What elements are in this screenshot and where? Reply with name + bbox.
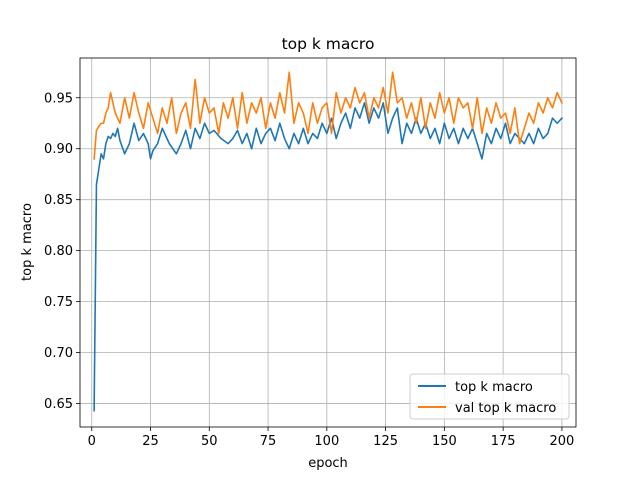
y-tick-label: 0.95: [44, 91, 73, 106]
y-tick-label: 0.75: [44, 295, 73, 310]
legend-label-train: top k macro: [455, 380, 533, 395]
legend: top k macro val top k macro: [409, 373, 570, 420]
x-tick-label: 175: [491, 434, 516, 449]
series-line-train: [93, 102, 564, 412]
x-tick-label: 25: [142, 434, 159, 449]
y-tick-label: 0.70: [44, 346, 73, 361]
x-tick-label: 0: [88, 434, 96, 449]
x-tick-label: 150: [432, 434, 457, 449]
x-tick-label: 200: [549, 434, 574, 449]
x-tick-label: 100: [314, 434, 339, 449]
x-axis-label: epoch: [308, 456, 348, 471]
chart-title: top k macro: [282, 35, 375, 53]
x-axis: 0 25 50 75 100 125 150 175 200: [88, 427, 574, 449]
legend-box: [409, 373, 570, 420]
y-tick-label: 0.65: [44, 397, 73, 412]
y-axis: 0.65 0.70 0.75 0.80 0.85 0.90 0.95: [44, 91, 80, 412]
axes-frame: [79, 57, 577, 428]
x-tick-label: 50: [201, 434, 218, 449]
x-tick-label: 125: [373, 434, 398, 449]
y-tick-label: 0.80: [44, 244, 73, 259]
y-tick-label: 0.90: [44, 142, 73, 157]
series-line-val: [93, 71, 563, 160]
y-axis-label: top k macro: [20, 203, 35, 281]
legend-label-val: val top k macro: [455, 401, 556, 416]
plot-area: [93, 71, 564, 412]
x-tick-label: 75: [260, 434, 277, 449]
y-tick-label: 0.85: [44, 193, 73, 208]
